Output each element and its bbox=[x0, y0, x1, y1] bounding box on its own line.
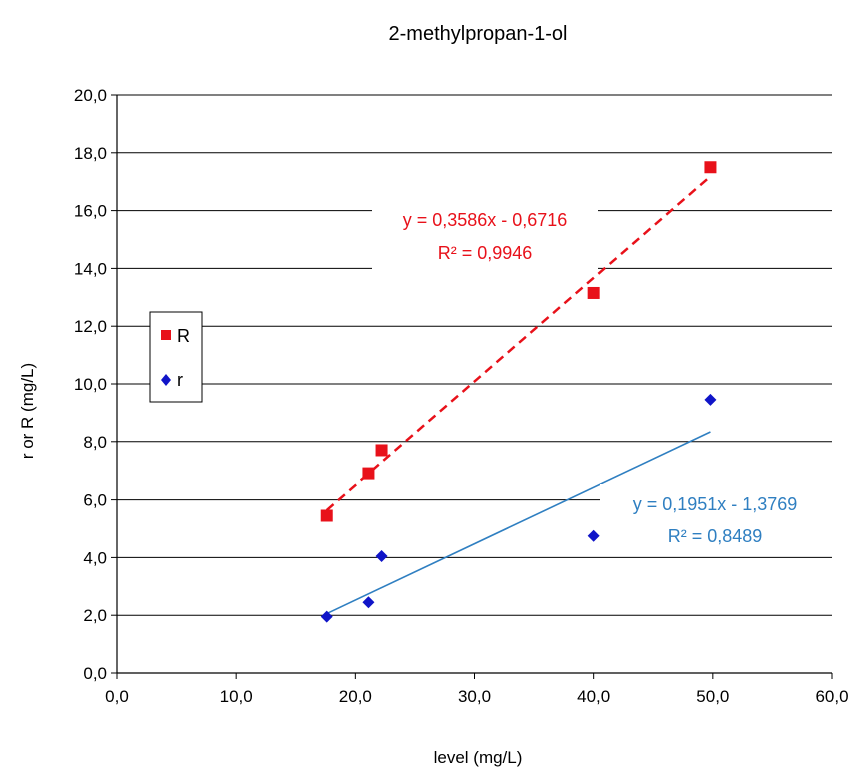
y-tick-label: 6,0 bbox=[83, 491, 107, 510]
y-tick-label: 12,0 bbox=[74, 317, 107, 336]
trendline-equation-r: y = 0,1951x - 1,3769 bbox=[633, 494, 798, 514]
data-point-R bbox=[362, 467, 375, 480]
x-tick-label: 20,0 bbox=[339, 687, 372, 706]
legend: R r bbox=[149, 311, 203, 403]
legend-marker-R bbox=[161, 330, 171, 340]
chart-title: 2-methylpropan-1-ol bbox=[389, 23, 568, 45]
trendlines bbox=[325, 175, 712, 615]
y-tick-labels: 0,0 2,0 4,0 6,0 8,0 10,0 12,0 14,0 16,0 18,0 20,0 bbox=[74, 86, 117, 683]
x-axis-label: level (mg/L) bbox=[434, 748, 523, 767]
x-tick-label: 40,0 bbox=[577, 687, 610, 706]
trendline-label-R: y = 0,3586x - 0,6716 R² = 0,9946 bbox=[372, 200, 598, 270]
x-tick-labels: 0,0 10,0 20,0 30,0 40,0 50,0 60,0 bbox=[105, 673, 849, 706]
x-tick-label: 30,0 bbox=[458, 687, 491, 706]
gridlines bbox=[117, 94, 832, 616]
trendline-label-r: y = 0,1951x - 1,3769 R² = 0,8489 bbox=[600, 484, 832, 554]
y-tick-label: 8,0 bbox=[83, 433, 107, 452]
data-points bbox=[320, 161, 717, 623]
y-tick-label: 20,0 bbox=[74, 86, 107, 105]
legend-label-r: r bbox=[177, 370, 183, 390]
data-point-r bbox=[375, 549, 388, 562]
y-tick-label: 0,0 bbox=[83, 664, 107, 683]
y-tick-label: 18,0 bbox=[74, 144, 107, 163]
trendline-r2-R: R² = 0,9946 bbox=[438, 243, 533, 263]
x-tick-label: 50,0 bbox=[696, 687, 729, 706]
legend-label-R: R bbox=[177, 326, 190, 346]
y-tick-label: 16,0 bbox=[74, 202, 107, 221]
legend-marker-r bbox=[161, 374, 171, 386]
legend-box bbox=[149, 311, 203, 403]
x-tick-label: 10,0 bbox=[220, 687, 253, 706]
data-point-R bbox=[587, 286, 600, 299]
data-point-r bbox=[704, 393, 717, 406]
data-point-R bbox=[375, 444, 388, 457]
trendline-r2-r: R² = 0,8489 bbox=[668, 526, 763, 546]
y-tick-label: 10,0 bbox=[74, 375, 107, 394]
trendline-equation-R: y = 0,3586x - 0,6716 bbox=[403, 210, 568, 230]
data-point-R bbox=[704, 161, 717, 174]
trendline-label-R-background bbox=[372, 200, 598, 270]
data-point-r bbox=[362, 596, 375, 609]
y-tick-label: 2,0 bbox=[83, 606, 107, 625]
data-point-r bbox=[587, 529, 600, 542]
trendline-r bbox=[326, 431, 711, 615]
trendline-R bbox=[325, 175, 712, 511]
data-point-r bbox=[320, 610, 333, 623]
x-tick-label: 0,0 bbox=[105, 687, 129, 706]
trendline-label-r-background bbox=[600, 484, 832, 554]
x-tick-label: 60,0 bbox=[815, 687, 848, 706]
y-axis-label: r or R (mg/L) bbox=[18, 363, 37, 459]
data-point-R bbox=[320, 509, 333, 522]
y-tick-label: 14,0 bbox=[74, 259, 107, 278]
y-tick-label: 4,0 bbox=[83, 548, 107, 567]
